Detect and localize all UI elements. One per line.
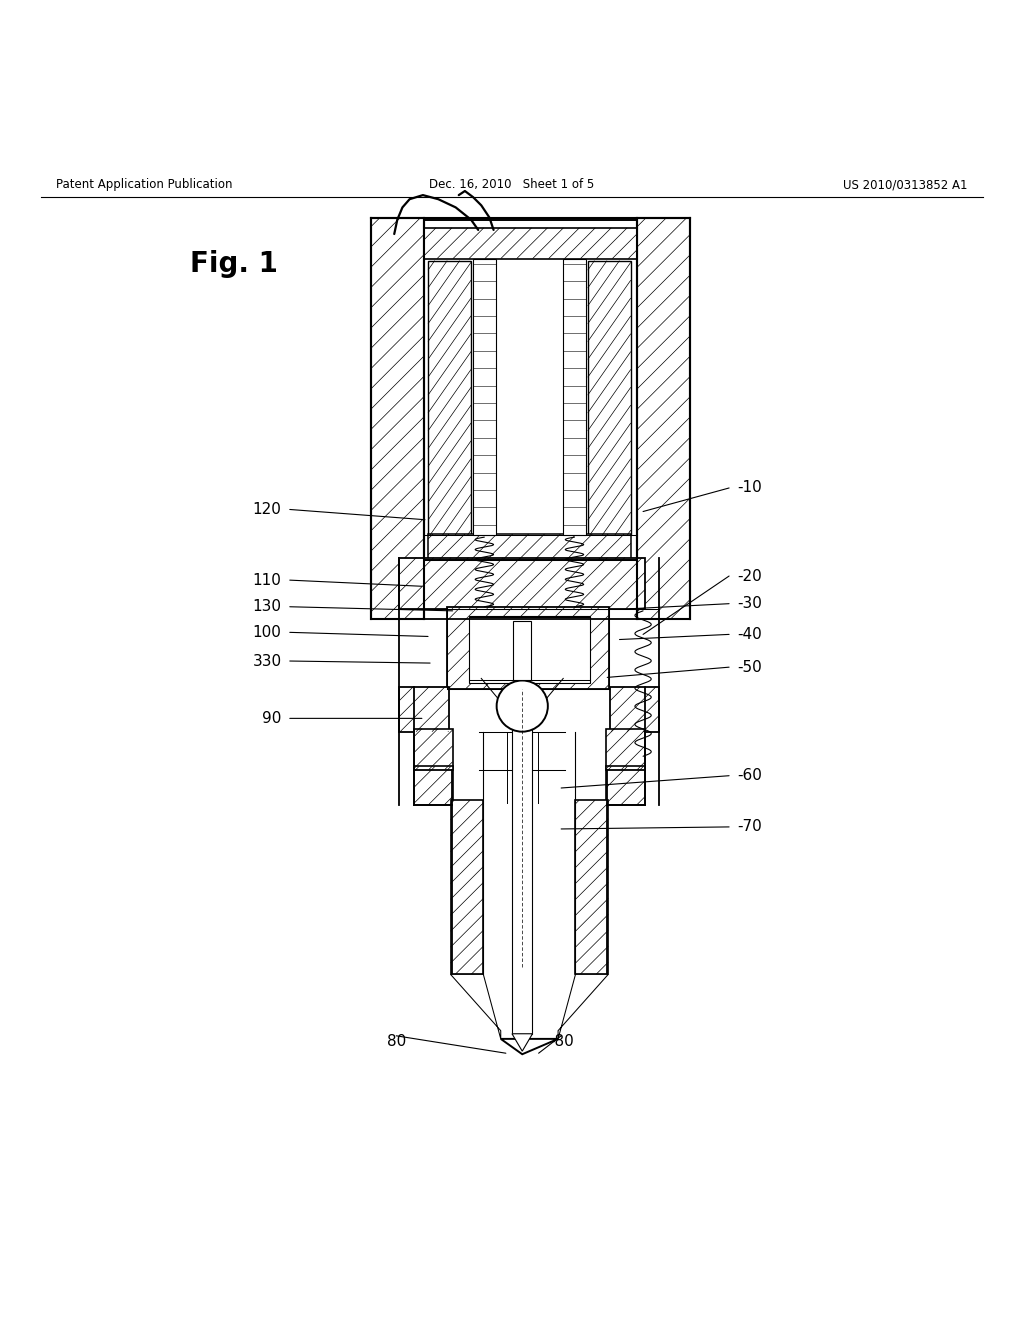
Text: 120: 120: [253, 502, 282, 517]
Text: 130: 130: [253, 599, 282, 614]
Bar: [399, 686, 449, 731]
Bar: [447, 607, 609, 689]
Bar: [606, 729, 645, 770]
Bar: [606, 767, 645, 805]
Text: 90: 90: [262, 711, 282, 726]
Text: -40: -40: [737, 627, 762, 642]
Polygon shape: [501, 1039, 558, 1055]
Bar: [513, 622, 531, 681]
Polygon shape: [512, 1034, 532, 1051]
Text: -80: -80: [549, 1035, 573, 1049]
Text: -70: -70: [737, 820, 762, 834]
Text: 330: 330: [253, 653, 282, 668]
Text: Fig. 1: Fig. 1: [189, 249, 278, 277]
Text: -60: -60: [737, 768, 762, 783]
Text: Dec. 16, 2010   Sheet 1 of 5: Dec. 16, 2010 Sheet 1 of 5: [429, 178, 595, 191]
Bar: [414, 767, 453, 805]
Text: 80: 80: [387, 1035, 406, 1049]
Bar: [399, 557, 645, 609]
Bar: [414, 729, 453, 770]
Bar: [575, 800, 608, 974]
Bar: [428, 260, 471, 535]
Bar: [424, 219, 637, 560]
Text: -50: -50: [737, 660, 762, 675]
Bar: [473, 259, 496, 535]
Text: -20: -20: [737, 569, 762, 583]
Bar: [428, 535, 631, 560]
Bar: [424, 228, 637, 259]
Bar: [512, 688, 532, 1034]
Circle shape: [497, 681, 548, 731]
Text: 100: 100: [253, 624, 282, 640]
Text: -10: -10: [737, 480, 762, 495]
Bar: [451, 800, 483, 974]
Bar: [563, 259, 586, 535]
Bar: [469, 616, 590, 682]
Text: -30: -30: [737, 597, 762, 611]
Polygon shape: [558, 974, 608, 1039]
Bar: [588, 260, 631, 535]
Text: US 2010/0313852 A1: US 2010/0313852 A1: [843, 178, 968, 191]
Bar: [637, 218, 690, 619]
Polygon shape: [451, 974, 501, 1039]
Bar: [371, 218, 424, 619]
Text: 110: 110: [253, 573, 282, 587]
Bar: [610, 686, 659, 731]
Text: Patent Application Publication: Patent Application Publication: [56, 178, 232, 191]
